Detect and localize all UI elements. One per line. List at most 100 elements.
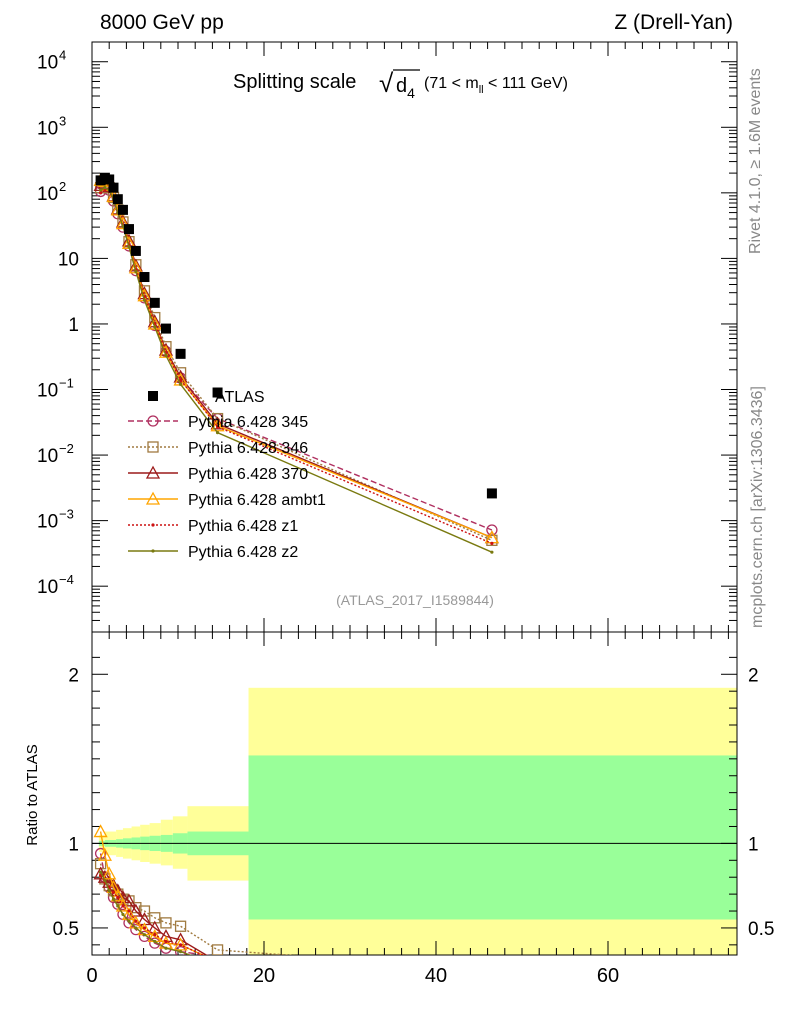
main-point-z2 <box>153 325 157 329</box>
y-tick-exponent: 4 <box>59 48 66 63</box>
ratio-point-z1 <box>153 933 157 937</box>
rivet-version-label: Rivet 4.1.0, ≥ 1.6M events <box>747 68 764 254</box>
main-point-p370 <box>210 416 225 430</box>
ratio-point-z2 <box>142 933 147 937</box>
ratio-y-tick-label-right: 1 <box>748 834 759 855</box>
main-line-ambt1 <box>100 179 493 539</box>
ratio-y-tick-label-right: 0.5 <box>748 919 774 940</box>
legend-label-atlas: ATLAS <box>215 389 265 406</box>
y-tick-exponent: 3 <box>59 113 66 128</box>
ratio-point-z2 <box>107 889 111 893</box>
ratio-point-z1 <box>127 909 131 913</box>
ratio-point-p346 <box>211 944 224 955</box>
ratio-point-ambt1 <box>93 824 108 838</box>
main-point-z2 <box>215 431 220 435</box>
plot-title-range-subscript: ll <box>479 84 484 96</box>
legend-label-ambt1: Pythia 6.428 ambt1 <box>188 492 326 509</box>
ratio-point-z2 <box>116 904 120 908</box>
main-point-z2 <box>164 353 168 358</box>
legend-marker-p346 <box>147 441 159 453</box>
main-point-z2 <box>178 382 183 386</box>
legend-marker-atlas <box>148 391 158 401</box>
legend-marker-z2 <box>151 549 155 553</box>
ratio-point-z2 <box>121 912 125 917</box>
data-point-atlas <box>112 194 123 205</box>
ratio-point-p346 <box>160 917 172 929</box>
ratio-y-tick-label: 1 <box>68 834 79 855</box>
ratio-point-p370 <box>121 893 137 907</box>
ratio-point-z2 <box>134 926 138 930</box>
main-point-z1 <box>215 425 220 429</box>
legend-marker-ambt1 <box>145 491 161 505</box>
y-tick-exponent: −4 <box>59 572 74 587</box>
main-point-z2 <box>103 186 107 190</box>
data-point-atlas <box>117 204 128 215</box>
ratio-point-p370 <box>115 890 131 904</box>
y-tick-label: 10 <box>37 512 58 533</box>
legend-label-z1: Pythia 6.428 z1 <box>188 518 298 535</box>
ratio-point-z2 <box>127 919 131 923</box>
y-tick-label: 1 <box>68 315 79 336</box>
ratio-plot-frame <box>91 631 738 956</box>
main-point-z2 <box>127 245 131 249</box>
mcplots-label: mcplots.cern.ch [arXiv:1306.3436] <box>749 386 766 628</box>
y-tick-exponent: −3 <box>59 507 74 522</box>
ratio-point-ambt1 <box>115 898 131 912</box>
legend-label-p346: Pythia 6.428 346 <box>188 440 308 457</box>
svg-text:Splitting scale: Splitting scale <box>233 71 356 93</box>
legend-marker-p370 <box>145 465 161 479</box>
ratio-point-p370 <box>106 878 121 892</box>
data-point-atlas <box>149 297 160 308</box>
legend-label-z2: Pythia 6.428 z2 <box>188 544 298 561</box>
data-point-atlas <box>139 272 150 283</box>
ratio-uncertainty-bands <box>92 687 737 955</box>
ratio-point-p345 <box>123 917 135 929</box>
y-tick-label: 10 <box>37 53 58 74</box>
svg-text:d4: d4 <box>396 75 415 101</box>
plot-title-range-open: (71 < m <box>424 75 479 92</box>
ratio-point-z2 <box>99 870 103 874</box>
ratio-point-z1 <box>134 919 138 923</box>
plot-title: Splitting scale √ d4 (71 < mll < 111 GeV… <box>233 68 568 101</box>
x-tick-label: 60 <box>597 965 619 987</box>
legend-marker-p345 <box>147 415 159 427</box>
data-point-atlas <box>123 224 134 235</box>
ratio-point-z1 <box>116 895 120 900</box>
plot-title-variable: d <box>396 75 407 97</box>
y-tick-label: 10 <box>37 446 58 467</box>
main-point-ambt1 <box>158 344 174 358</box>
ratio-y-tick-label-right: 2 <box>748 665 759 686</box>
main-point-z1 <box>490 541 494 545</box>
svg-text:(71 < mll < 111 GeV): (71 < mll < 111 GeV) <box>424 75 568 96</box>
legend-marker-z1 <box>151 523 155 527</box>
data-point-atlas <box>160 323 171 334</box>
plot-title-main: Splitting scale <box>233 71 356 93</box>
ratio-point-ambt1 <box>97 847 112 861</box>
plot-title-subscript: 4 <box>407 85 415 101</box>
ratio-point-p345 <box>149 937 161 949</box>
main-line-p346 <box>100 184 493 541</box>
y-tick-exponent: 2 <box>59 179 66 194</box>
y-tick-exponent: −1 <box>59 376 74 391</box>
main-point-z1 <box>178 378 183 382</box>
y-tick-label: 10 <box>37 184 58 205</box>
ratio-point-z2 <box>153 939 157 944</box>
data-point-atlas <box>130 245 141 256</box>
sqrt-symbol: √ <box>379 68 394 98</box>
main-point-z2 <box>121 224 125 228</box>
ratio-point-z1 <box>142 926 147 930</box>
main-point-ambt1 <box>147 316 162 330</box>
legend-label-p370: Pythia 6.428 370 <box>188 466 308 483</box>
y-tick-label: 10 <box>37 118 58 139</box>
ratio-series <box>93 824 296 955</box>
ratio-point-z2 <box>111 897 116 901</box>
ratio-point-z1 <box>164 939 168 944</box>
y-tick-label: 10 <box>58 249 79 270</box>
main-point-z2 <box>134 269 138 274</box>
x-tick-label: 40 <box>425 965 447 987</box>
ratio-point-ambt1 <box>102 866 117 880</box>
x-tick-label: 0 <box>86 965 97 987</box>
ratio-point-z2 <box>164 946 168 950</box>
